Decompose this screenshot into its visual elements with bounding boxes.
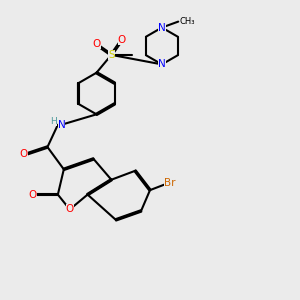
Text: O: O [66,204,74,214]
Text: CH₃: CH₃ [180,17,195,26]
Text: N: N [158,22,166,32]
Text: S: S [108,50,115,60]
Text: O: O [92,40,101,50]
Text: N: N [158,59,166,69]
Text: O: O [20,149,28,160]
Text: N: N [58,120,65,130]
Text: Br: Br [164,178,175,188]
Text: O: O [118,35,126,45]
Text: O: O [28,190,37,200]
Text: H: H [50,117,57,126]
